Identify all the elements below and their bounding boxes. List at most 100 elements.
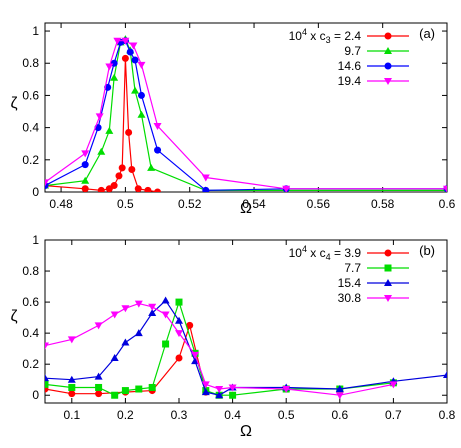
data-point-2.4 bbox=[81, 185, 89, 192]
data-point-19.4 bbox=[121, 37, 130, 45]
data-point-7.7 bbox=[68, 383, 76, 391]
data-point-2.4 bbox=[97, 186, 105, 192]
x-tick-label: 0.2 bbox=[117, 408, 134, 422]
data-point-15.4 bbox=[161, 296, 170, 304]
data-point-15.4 bbox=[201, 388, 210, 396]
legend-swatch-marker bbox=[384, 279, 392, 286]
legend-swatch-marker bbox=[384, 249, 392, 257]
panel-a: 0 0.2 0.4 0.6 0.8 1 0.48 0.5 0.52 0.54 0.56 0.58 0.6… bbox=[10, 22, 456, 217]
legend-title-base: 10 bbox=[289, 29, 303, 43]
series-line-19.4 bbox=[45, 40, 447, 190]
x-tick-label: 0.48 bbox=[49, 197, 73, 211]
data-point-14.6 bbox=[131, 56, 139, 64]
data-point-9.7 bbox=[131, 86, 140, 94]
data-point-15.4 bbox=[134, 329, 143, 337]
data-point-15.4 bbox=[45, 374, 49, 382]
x-tick-label: 0.7 bbox=[385, 408, 402, 422]
data-point-2.4 bbox=[128, 165, 136, 173]
data-point-19.4 bbox=[129, 42, 138, 50]
data-point-19.4 bbox=[81, 150, 90, 158]
data-point-7.7 bbox=[229, 391, 237, 399]
legend-swatch-marker bbox=[384, 47, 392, 54]
y-tick-label: 0.2 bbox=[22, 153, 39, 167]
legend-swatch-marker bbox=[384, 62, 392, 70]
data-point-3.9 bbox=[95, 390, 103, 398]
data-point-2.4 bbox=[125, 128, 133, 136]
data-point-30.8 bbox=[134, 300, 143, 308]
y-tick-label: 0.4 bbox=[22, 326, 39, 340]
data-point-9.7 bbox=[81, 176, 90, 184]
data-point-14.6 bbox=[81, 161, 89, 169]
data-point-30.8 bbox=[121, 305, 130, 313]
y-tick-label: 0 bbox=[32, 388, 39, 402]
legend-label-30.8: 30.8 bbox=[338, 291, 362, 305]
data-point-15.4 bbox=[110, 353, 119, 361]
legend-title-eq: = 2.4 bbox=[331, 29, 362, 43]
data-point-3.9 bbox=[186, 321, 194, 329]
data-point-2.4 bbox=[110, 182, 118, 190]
data-point-30.8 bbox=[94, 322, 103, 330]
data-point-30.8 bbox=[201, 381, 210, 389]
data-point-3.9 bbox=[68, 390, 76, 398]
data-point-9.7 bbox=[105, 126, 114, 134]
data-point-7.7 bbox=[175, 298, 183, 306]
data-layer bbox=[45, 296, 447, 400]
x-axis-label: Ω bbox=[240, 200, 252, 217]
data-point-7.7 bbox=[162, 340, 170, 348]
x-tick-label: 0.52 bbox=[178, 197, 202, 211]
legend-title-base: 10 bbox=[289, 246, 303, 260]
x-tick-label: 0.6 bbox=[331, 408, 348, 422]
series-line-30.8 bbox=[45, 302, 394, 396]
x-tick-label: 0.3 bbox=[171, 408, 188, 422]
y-tick-label: 0 bbox=[32, 185, 39, 199]
series-line-9.7 bbox=[45, 38, 447, 191]
x-tick-label: 0.5 bbox=[117, 197, 134, 211]
x-tick-label: 0.56 bbox=[307, 197, 331, 211]
data-point-19.4 bbox=[95, 113, 104, 121]
legend-swatch-marker bbox=[384, 32, 392, 40]
data-point-2.4 bbox=[144, 186, 152, 192]
data-point-19.4 bbox=[282, 185, 291, 192]
x-tick-label: 0.54 bbox=[242, 197, 266, 211]
y-tick-label: 0.6 bbox=[22, 88, 39, 102]
x-tick-label: 0.6 bbox=[439, 197, 456, 211]
data-point-30.8 bbox=[215, 386, 224, 394]
data-point-30.8 bbox=[110, 311, 119, 319]
data-point-19.4 bbox=[201, 174, 210, 182]
legend-label-9.7: 9.7 bbox=[344, 44, 361, 58]
y-tick-label: 0.6 bbox=[22, 295, 39, 309]
legend-label-19.4: 19.4 bbox=[338, 74, 362, 88]
data-point-14.6 bbox=[137, 91, 145, 99]
x-tick-label: 0.58 bbox=[371, 197, 395, 211]
data-point-19.4 bbox=[443, 185, 447, 192]
x-axis-label: Ω bbox=[240, 423, 252, 440]
panel-label: (a) bbox=[419, 26, 435, 41]
data-point-14.6 bbox=[126, 48, 134, 56]
data-point-30.8 bbox=[228, 384, 237, 392]
data-point-14.6 bbox=[154, 146, 162, 154]
plot-frame bbox=[44, 22, 448, 193]
data-point-30.8 bbox=[282, 386, 291, 394]
legend-label-14.6: 14.6 bbox=[338, 59, 362, 73]
y-tick-label: 0.2 bbox=[22, 357, 39, 371]
x-tick-label: 0.8 bbox=[439, 408, 456, 422]
legend-swatch-marker bbox=[384, 295, 392, 302]
legend-swatch-marker bbox=[384, 78, 392, 85]
data-point-15.4 bbox=[94, 372, 103, 380]
data-point-15.4 bbox=[67, 375, 76, 383]
legend-title-exp: 4 bbox=[302, 244, 307, 254]
data-point-9.7 bbox=[137, 110, 146, 118]
legend-swatch-marker bbox=[384, 264, 392, 272]
legend-title-var: x c bbox=[307, 246, 326, 260]
data-point-19.4 bbox=[113, 37, 122, 45]
data-point-30.8 bbox=[389, 381, 398, 389]
data-point-7.7 bbox=[121, 387, 129, 395]
data-point-30.8 bbox=[45, 342, 49, 350]
data-point-9.7 bbox=[97, 147, 106, 155]
data-point-15.4 bbox=[148, 308, 157, 316]
data-point-19.4 bbox=[137, 61, 146, 69]
data-point-7.7 bbox=[95, 383, 103, 391]
data-point-2.4 bbox=[134, 185, 142, 192]
data-point-30.8 bbox=[161, 311, 170, 319]
